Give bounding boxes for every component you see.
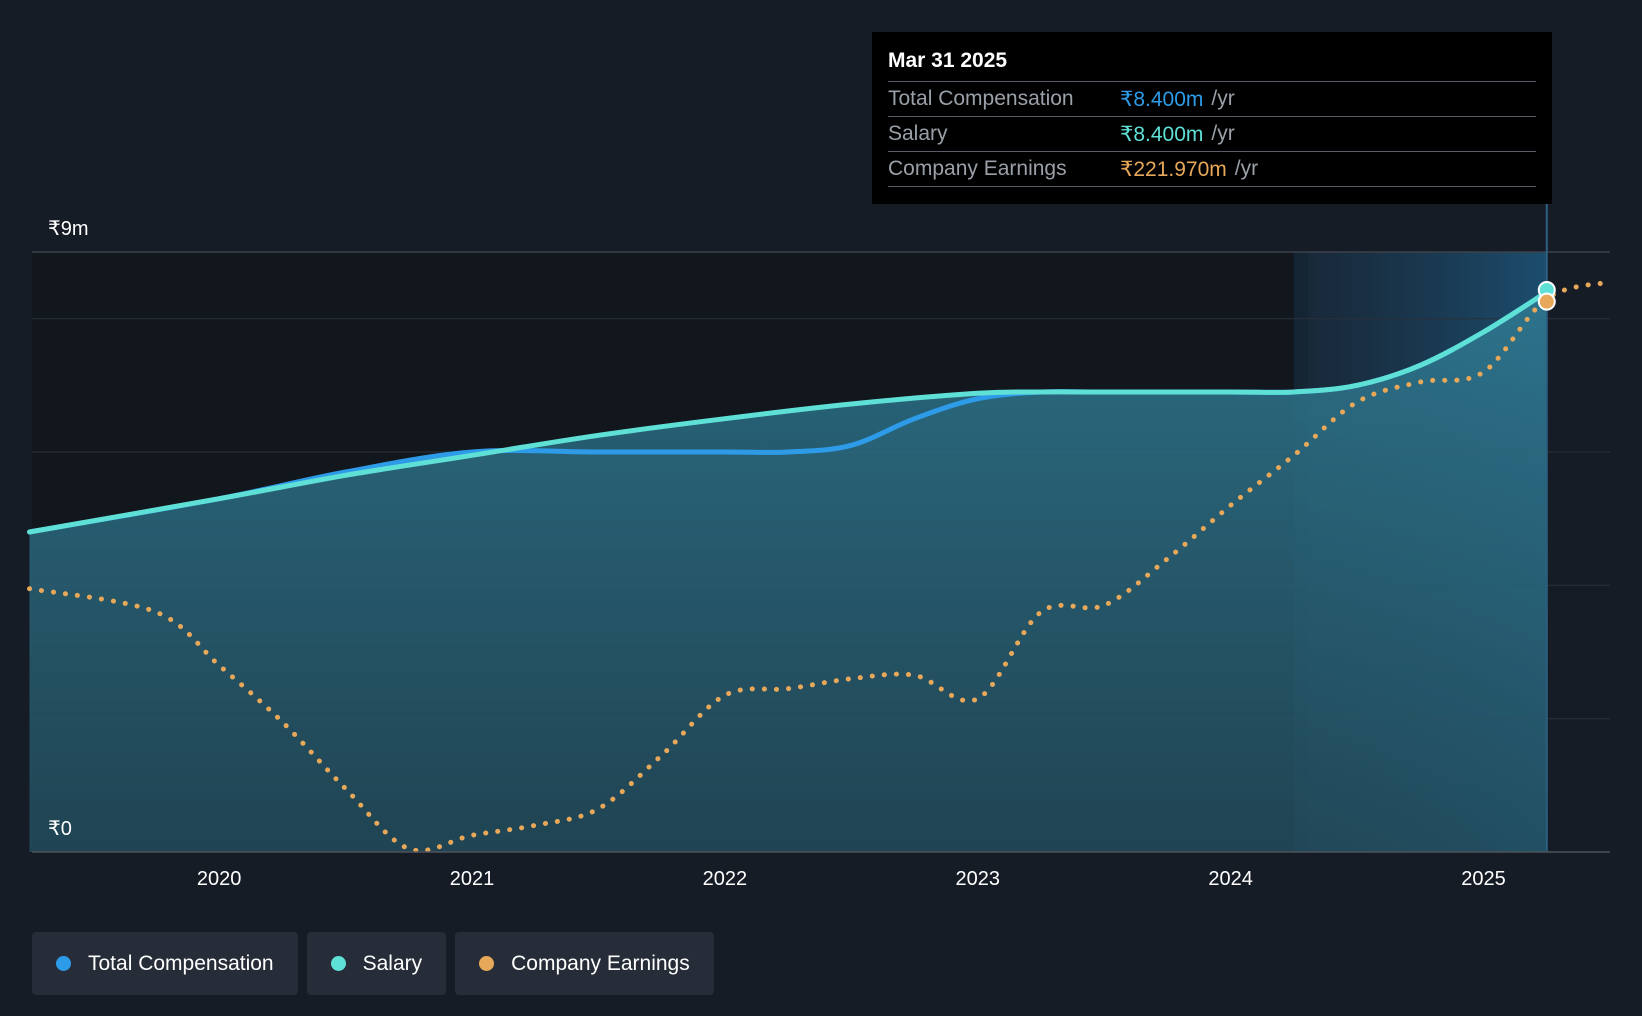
tooltip: Mar 31 2025 Total Compensation ₹8.400m /…	[872, 32, 1552, 204]
tooltip-label: Company Earnings	[888, 157, 1067, 180]
x-tick-label: 2020	[197, 868, 242, 890]
tooltip-value: ₹221.970m	[1120, 157, 1227, 181]
y-tick-label-bottom: ₹0	[48, 818, 72, 840]
legend-dot-icon	[330, 956, 346, 971]
legend-label: Salary	[362, 951, 423, 975]
compensation-area	[29, 292, 1547, 852]
tooltip-row-total-compensation: Total Compensation ₹8.400m /yr	[888, 81, 1536, 116]
legend-item-company-earnings[interactable]: Company Earnings	[455, 932, 714, 995]
x-tick-label: 2024	[1208, 868, 1253, 890]
tooltip-value: ₹8.400m	[1120, 122, 1204, 146]
x-tick-label: 2025	[1461, 868, 1506, 890]
tooltip-date: Mar 31 2025	[888, 49, 1008, 72]
y-tick-label-top: ₹9m	[48, 218, 89, 240]
x-tick-label: 2023	[956, 868, 1001, 890]
x-tick-label: 2022	[703, 868, 748, 890]
tooltip-label: Salary	[888, 122, 948, 145]
x-tick-label: 2021	[450, 868, 495, 890]
legend-item-total-compensation[interactable]: Total Compensation	[32, 932, 298, 995]
tooltip-value: ₹8.400m	[1120, 87, 1204, 111]
earnings-marker	[1537, 292, 1556, 311]
tooltip-unit: /yr	[1211, 122, 1235, 145]
legend-item-salary[interactable]: Salary	[306, 932, 447, 995]
tooltip-unit: /yr	[1211, 87, 1235, 110]
legend-dot-icon	[479, 956, 495, 971]
legend: Total Compensation Salary Company Earnin…	[32, 932, 714, 995]
total-compensation-area	[29, 292, 1547, 852]
tooltip-row-salary: Salary ₹8.400m /yr	[888, 116, 1536, 151]
legend-label: Total Compensation	[88, 951, 274, 975]
tooltip-unit: /yr	[1234, 157, 1259, 180]
tooltip-row-company-earnings: Company Earnings ₹221.970m /yr	[888, 151, 1536, 187]
salary-line	[27, 289, 1550, 535]
legend-dot-icon	[56, 956, 71, 971]
tooltip-label: Total Compensation	[888, 87, 1074, 110]
legend-label: Company Earnings	[511, 951, 690, 975]
